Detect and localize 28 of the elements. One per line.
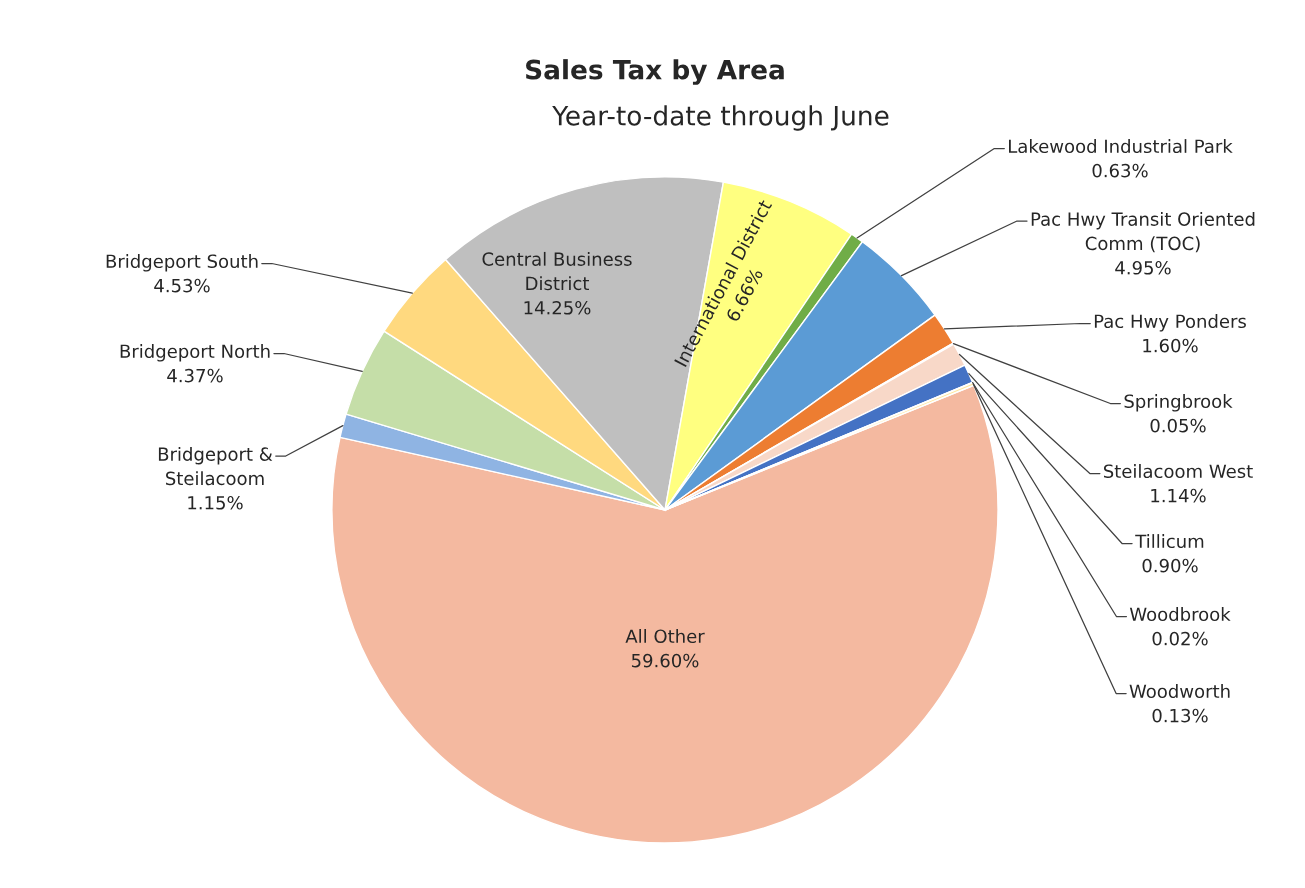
data-label: 14.25% [524, 300, 591, 315]
slice-label: Bridgeport North [120, 344, 270, 362]
data-label: 59.60% [631, 653, 699, 668]
chart-subtitle: Year-to-date through June [552, 105, 889, 131]
data-label: 4.37% [167, 368, 223, 383]
slice-label: Woodbrook [1129, 607, 1231, 622]
data-label: 0.90% [1142, 558, 1198, 573]
data-label: 4.95% [1115, 260, 1171, 275]
slice-label: Bridgeport & Steilacoom [158, 446, 273, 486]
slice-label: All Other [625, 629, 705, 644]
data-label: 0.05% [1150, 418, 1206, 433]
slice-label: Lakewood Industrial Park [1009, 139, 1233, 154]
slice-label: Pac Hwy Ponders [1094, 314, 1246, 332]
data-label: 4.53% [154, 278, 210, 293]
data-label: 0.13% [1152, 708, 1208, 723]
slice-label: Steilacoom West [1103, 464, 1253, 479]
data-label: 0.63% [1092, 163, 1148, 178]
slice-label: Pac Hwy Transit Oriented Comm (TOC) [1031, 211, 1255, 253]
chart-title: Sales Tax by Area [526, 59, 784, 85]
data-label: 1.14% [1151, 488, 1206, 503]
slice-label: Bridgeport South [106, 254, 258, 272]
slice-label: Central Business District [482, 251, 632, 291]
slice-label: Springbrook [1124, 394, 1233, 412]
data-label: 1.15% [188, 495, 243, 510]
data-label: 1.60% [1143, 338, 1198, 353]
data-label: 0.02% [1152, 631, 1208, 646]
slice-label: Tillicum [1135, 534, 1204, 549]
slice-label: Woodworth [1129, 684, 1230, 699]
